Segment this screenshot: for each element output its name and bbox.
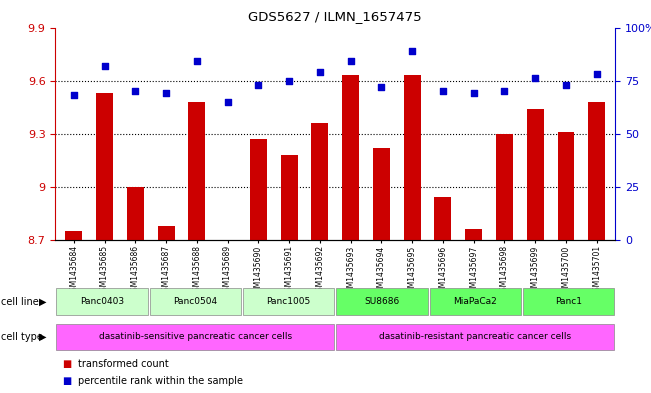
Bar <box>557 132 574 240</box>
Point <box>592 71 602 77</box>
Bar <box>527 109 544 240</box>
Bar <box>127 187 144 240</box>
Text: cell type: cell type <box>1 332 43 342</box>
Bar <box>56 288 148 315</box>
Point <box>253 82 264 88</box>
Text: Panc0504: Panc0504 <box>173 297 217 306</box>
Point <box>437 88 448 94</box>
Text: ■: ■ <box>62 376 71 386</box>
Point <box>469 90 479 96</box>
Bar <box>65 231 82 240</box>
Text: ▶: ▶ <box>38 297 46 307</box>
Point <box>223 99 233 105</box>
Text: Panc1005: Panc1005 <box>266 297 311 306</box>
Point <box>499 88 510 94</box>
Text: Panc1: Panc1 <box>555 297 582 306</box>
Text: cell line: cell line <box>1 297 39 307</box>
Bar <box>158 226 174 240</box>
Bar <box>56 324 335 350</box>
Bar <box>150 288 241 315</box>
Point <box>561 82 571 88</box>
Point <box>130 88 141 94</box>
Text: percentile rank within the sample: percentile rank within the sample <box>78 376 243 386</box>
Bar <box>336 324 615 350</box>
Bar <box>311 123 328 240</box>
Text: GDS5627 / ILMN_1657475: GDS5627 / ILMN_1657475 <box>249 10 422 23</box>
Text: ▶: ▶ <box>38 332 46 342</box>
Bar <box>496 134 513 240</box>
Text: SU8686: SU8686 <box>365 297 400 306</box>
Text: dasatinib-sensitive pancreatic cancer cells: dasatinib-sensitive pancreatic cancer ce… <box>99 332 292 342</box>
Point <box>314 69 325 75</box>
Point <box>191 58 202 64</box>
Point <box>530 75 540 82</box>
Point <box>284 77 294 84</box>
Text: transformed count: transformed count <box>78 358 169 369</box>
Point <box>161 90 171 96</box>
Bar <box>250 139 267 240</box>
Bar <box>404 75 421 240</box>
Bar <box>281 155 298 240</box>
Point <box>407 48 417 54</box>
Text: ■: ■ <box>62 358 71 369</box>
Bar <box>434 197 451 240</box>
Bar <box>243 288 335 315</box>
Bar <box>523 288 615 315</box>
Text: MiaPaCa2: MiaPaCa2 <box>453 297 497 306</box>
Point <box>100 62 110 69</box>
Text: dasatinib-resistant pancreatic cancer cells: dasatinib-resistant pancreatic cancer ce… <box>379 332 572 342</box>
Point <box>68 92 79 99</box>
Point <box>376 84 387 90</box>
Bar <box>96 93 113 240</box>
Bar <box>465 229 482 240</box>
Text: Panc0403: Panc0403 <box>80 297 124 306</box>
Bar <box>188 102 205 240</box>
Bar <box>336 288 428 315</box>
Bar <box>342 75 359 240</box>
Bar <box>430 288 521 315</box>
Point <box>346 58 356 64</box>
Bar <box>373 148 390 240</box>
Bar <box>589 102 605 240</box>
